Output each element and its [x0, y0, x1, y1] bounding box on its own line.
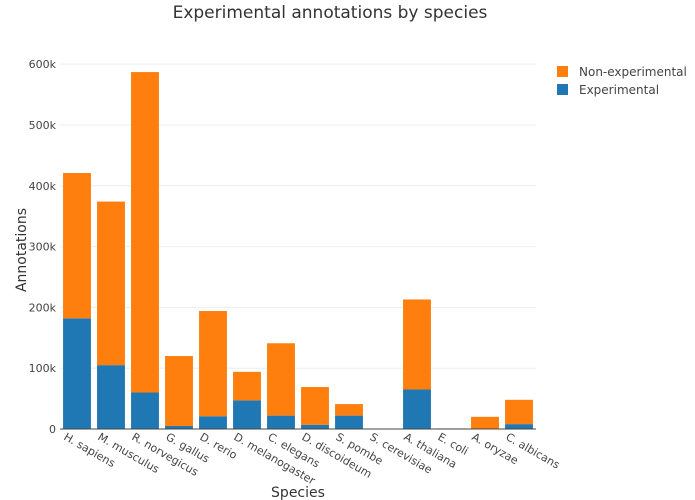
legend-label: Non-experimental [579, 65, 687, 79]
bar-non-experimental[interactable] [233, 371, 261, 401]
bar-non-experimental[interactable] [505, 399, 533, 425]
y-tick-label: 0 [49, 423, 56, 436]
bar-experimental[interactable] [63, 318, 91, 429]
y-tick-label: 100k [29, 362, 57, 375]
bar-experimental[interactable] [165, 425, 193, 429]
bar-non-experimental[interactable] [165, 356, 193, 426]
bar-non-experimental[interactable] [267, 343, 295, 416]
legend-item[interactable]: Non-experimental [557, 65, 687, 79]
bar-experimental[interactable] [97, 365, 125, 429]
bar-experimental[interactable] [505, 424, 533, 429]
bars-layer [63, 72, 533, 429]
bar-non-experimental[interactable] [403, 299, 431, 390]
bar-non-experimental[interactable] [199, 311, 227, 417]
bar-non-experimental[interactable] [335, 404, 363, 416]
bar-non-experimental[interactable] [97, 201, 125, 366]
x-axis-label: Species [271, 485, 325, 500]
bar-experimental[interactable] [267, 415, 295, 429]
legend-item[interactable]: Experimental [557, 83, 659, 97]
legend-swatch [557, 66, 568, 77]
y-tick-label: 200k [29, 301, 57, 314]
legend-swatch [557, 84, 568, 95]
bar-experimental[interactable] [199, 416, 227, 429]
chart-title: Experimental annotations by species [173, 3, 488, 23]
y-tick-label: 500k [29, 119, 57, 132]
y-tick-label: 600k [29, 58, 57, 71]
bar-experimental[interactable] [233, 400, 261, 429]
y-tick-label: 300k [29, 241, 57, 254]
legend[interactable]: Non-experimental Experimental [557, 65, 687, 97]
y-tick-label: 400k [29, 180, 57, 193]
bar-non-experimental[interactable] [471, 416, 499, 429]
bar-experimental[interactable] [301, 424, 329, 429]
bar-non-experimental[interactable] [131, 72, 159, 393]
bar-experimental[interactable] [131, 392, 159, 429]
bar-non-experimental[interactable] [63, 173, 91, 319]
y-axis-label: Annotations [14, 208, 30, 292]
bar-experimental[interactable] [403, 389, 431, 429]
y-axis-ticks: 0 100k 200k 300k 400k 500k 600k [29, 58, 57, 436]
legend-label: Experimental [579, 83, 659, 97]
bar-non-experimental[interactable] [301, 387, 329, 425]
bar-experimental[interactable] [335, 415, 363, 429]
